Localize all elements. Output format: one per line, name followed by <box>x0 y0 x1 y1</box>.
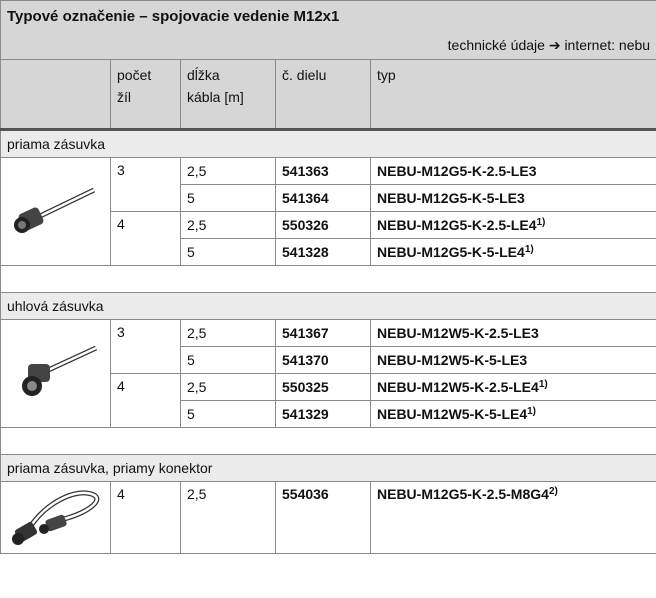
footnote: 1) <box>524 244 534 255</box>
length: 2,5 <box>180 373 276 401</box>
spacer-row <box>0 427 656 455</box>
part-number: 541364 <box>275 184 371 212</box>
part-number: 541370 <box>275 346 371 374</box>
table-body: Typové označenie – spojovacie vedenie M1… <box>0 0 656 554</box>
footnote: 2) <box>548 486 558 497</box>
part-number: 550325 <box>275 373 371 401</box>
column-header-row: počet žíl dĺžka kábla [m] č. dielu typ <box>0 59 656 131</box>
length: 2,5 <box>180 481 276 554</box>
data-row: 5 541328 NEBU-M12G5-K-5-LE41) <box>1 238 656 266</box>
straight-socket-icon <box>13 187 95 233</box>
type-code: NEBU-M12W5-K-2.5-LE41) <box>369 373 656 401</box>
spacer <box>0 427 656 455</box>
length: 5 <box>180 238 276 266</box>
length: 2,5 <box>180 211 276 239</box>
part-number: 554036 <box>275 481 371 554</box>
section-row: priama zásuvka, priamy konektor <box>0 454 656 482</box>
type-table: Typové označenie – spojovacie vedenie M1… <box>0 0 656 554</box>
data-row: 4 2,5 550325 NEBU-M12W5-K-2.5-LE41) <box>1 373 656 428</box>
length: 2,5 <box>180 157 276 185</box>
type-code: NEBU-M12G5-K-2.5-M8G42) <box>369 481 656 554</box>
part-number: 541328 <box>275 238 371 266</box>
data-row: 3 2,5 541363 NEBU-M12G5-K-2.5-LE3 <box>0 157 656 266</box>
part-number: 541329 <box>275 400 371 428</box>
data-row: 4 2,5 554036 NEBU-M12G5-K-2.5-M8G42) <box>0 481 656 554</box>
data-row: 3 2,5 541367 NEBU-M12W5-K-2.5-LE3 <box>0 319 656 428</box>
data-row: 5 541329 NEBU-M12W5-K-5-LE41) <box>1 400 656 428</box>
column-header-line: dĺžka <box>187 67 220 83</box>
type-code: NEBU-M12W5-K-5-LE3 <box>369 346 656 374</box>
section-label: priama zásuvka <box>0 129 656 158</box>
type-name: NEBU-M12G5-K-5-LE4 <box>377 244 525 260</box>
type-code: NEBU-M12G5-K-5-LE3 <box>369 184 656 212</box>
angled-socket-icon <box>21 345 97 396</box>
type-name: NEBU-M12W5-K-2.5-LE3 <box>377 325 539 341</box>
data-row: 4 2,5 550326 NEBU-M12G5-K-2.5-LE41) <box>1 211 656 266</box>
type-code: NEBU-M12G5-K-2.5-LE41) <box>369 211 656 239</box>
section-label: uhlová zásuvka <box>0 292 656 320</box>
type-code: NEBU-M12W5-K-2.5-LE3 <box>369 319 656 347</box>
cable-icon <box>11 490 99 545</box>
title: Typové označenie – spojovacie vedenie M1… <box>0 0 656 31</box>
footnote: 1) <box>527 406 537 417</box>
image-cell <box>0 319 111 428</box>
spacer <box>0 265 656 293</box>
length: 5 <box>180 184 276 212</box>
type-code: NEBU-M12G5-K-2.5-LE3 <box>369 157 656 185</box>
type-name: NEBU-M12G5-K-2.5-LE3 <box>377 163 537 179</box>
part-number: 550326 <box>275 211 371 239</box>
column-header: typ <box>369 59 656 131</box>
column-header-line: kábla [m] <box>187 89 244 105</box>
section-label: priama zásuvka, priamy konektor <box>0 454 656 482</box>
length: 2,5 <box>180 319 276 347</box>
title-row: Typové označenie – spojovacie vedenie M1… <box>0 0 656 31</box>
footnote: 1) <box>536 217 546 228</box>
link-row: technické údaje ➔ internet: nebu <box>0 31 656 60</box>
image-cell <box>0 481 111 554</box>
info-link: technické údaje ➔ internet: nebu <box>0 31 656 60</box>
type-name: NEBU-M12W5-K-5-LE3 <box>377 352 528 368</box>
section-row: priama zásuvka <box>0 129 656 158</box>
column-header-line: žíl <box>117 89 131 105</box>
section-row: uhlová zásuvka <box>0 292 656 320</box>
type-code: NEBU-M12W5-K-5-LE41) <box>369 400 656 428</box>
column-header-line: č. dielu <box>282 67 327 83</box>
cores: 3 <box>110 157 181 212</box>
length: 5 <box>180 346 276 374</box>
cores: 4 <box>110 373 181 428</box>
type-name: NEBU-M12W5-K-2.5-LE4 <box>377 379 539 395</box>
cores: 4 <box>110 211 181 266</box>
part-number: 541363 <box>275 157 371 185</box>
footnote: 1) <box>538 379 548 390</box>
type-name: NEBU-M12G5-K-2.5-M8G4 <box>377 486 549 502</box>
cores: 3 <box>110 319 181 374</box>
type-name: NEBU-M12G5-K-5-LE3 <box>377 190 525 206</box>
data-row: 5 541364 NEBU-M12G5-K-5-LE3 <box>1 184 656 212</box>
header-cell <box>0 59 111 131</box>
column-header: dĺžka kábla [m] <box>180 59 276 131</box>
column-header-line: počet <box>117 67 152 83</box>
cores: 4 <box>110 481 181 554</box>
type-name: NEBU-M12G5-K-2.5-LE4 <box>377 217 537 233</box>
column-header: počet žíl <box>110 59 181 131</box>
spacer-row <box>0 265 656 293</box>
type-name: NEBU-M12W5-K-5-LE4 <box>377 406 528 422</box>
column-header: č. dielu <box>275 59 371 131</box>
type-code: NEBU-M12G5-K-5-LE41) <box>369 238 656 266</box>
part-number: 541367 <box>275 319 371 347</box>
image-cell <box>0 157 111 266</box>
column-header-line: typ <box>377 67 396 83</box>
length: 5 <box>180 400 276 428</box>
